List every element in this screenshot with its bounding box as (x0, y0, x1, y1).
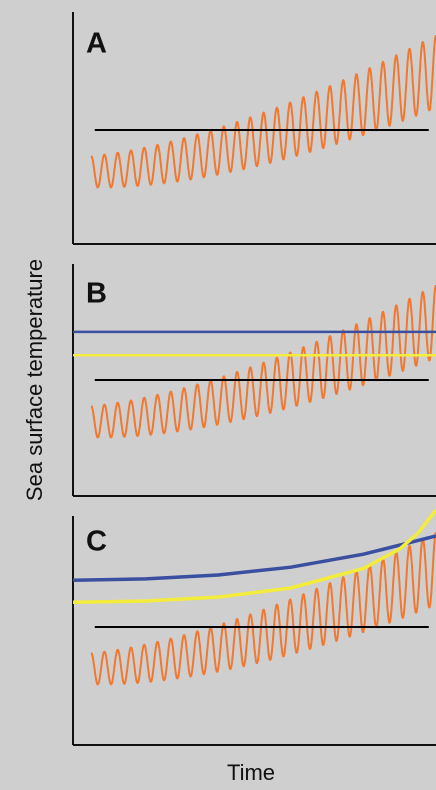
panel-a: A (72, 12, 436, 245)
panel-a-letter: A (86, 28, 107, 60)
panel-c-sst-line (90, 531, 436, 686)
panel-c-threshold-yellow-line (72, 508, 436, 605)
panel-b: B (72, 264, 436, 497)
panel-b-sst-line (90, 284, 436, 439)
panel-c-letter: C (86, 526, 107, 558)
panel-b-letter: B (86, 278, 107, 310)
panel-c-threshold-blue-line (72, 534, 436, 582)
panel-a-sst-line (90, 34, 436, 189)
panel-c: C (72, 508, 436, 746)
x-axis-title: Time (227, 760, 275, 785)
y-axis-title: Sea surface temperature (22, 259, 47, 501)
panels: A B C (72, 12, 436, 746)
